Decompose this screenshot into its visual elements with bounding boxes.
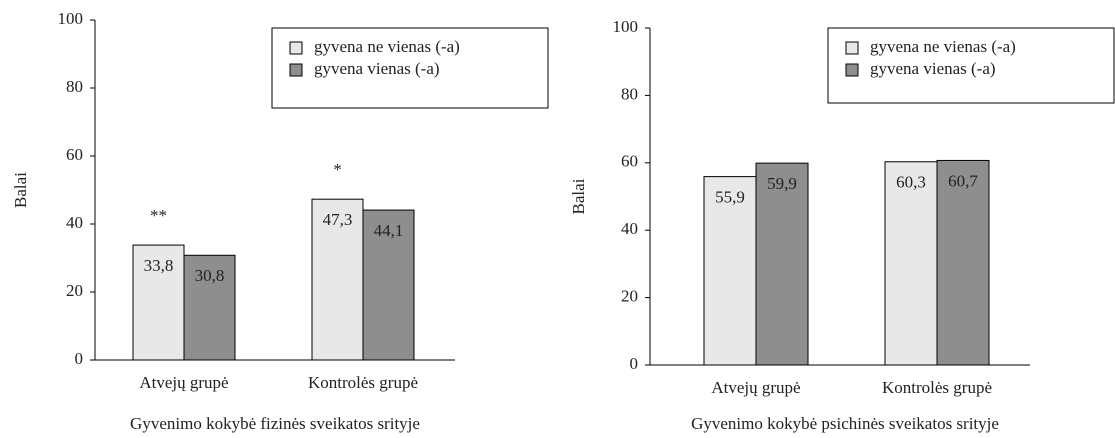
legend-label: gyvena ne vienas (-a)	[314, 37, 460, 56]
y-tick-label: 40	[66, 213, 83, 232]
y-tick-label: 100	[613, 17, 639, 36]
legend-label: gyvena vienas (-a)	[870, 59, 996, 78]
y-axis-label: Balai	[11, 172, 30, 208]
y-tick-label: 60	[66, 145, 83, 164]
bar	[703, 176, 757, 366]
legend-swatch	[845, 41, 859, 55]
x-tick-label: Atvejų grupė	[711, 378, 800, 397]
value-label: 33,8	[144, 256, 174, 275]
legend-box	[271, 27, 549, 109]
legend-swatch	[289, 63, 303, 77]
y-tick-label: 20	[66, 281, 83, 300]
x-tick-label: Kontrolės grupė	[308, 373, 418, 392]
bar	[884, 161, 938, 366]
value-label: 60,3	[896, 173, 926, 192]
y-tick-label: 40	[621, 219, 638, 238]
legend-swatch	[289, 41, 303, 55]
y-tick-label: 0	[75, 349, 84, 368]
legend-swatch	[845, 63, 859, 77]
x-axis-label: Gyvenimo kokybė psichinės sveikatos srit…	[691, 414, 999, 433]
legend-box	[827, 27, 1115, 104]
value-label: 60,7	[948, 171, 978, 190]
x-tick-label: Kontrolės grupė	[882, 378, 992, 397]
y-tick-label: 100	[58, 9, 84, 28]
value-label: 30,8	[195, 266, 225, 285]
bar	[362, 209, 415, 361]
x-axis-label: Gyvenimo kokybė fizinės sveikatos srityj…	[130, 414, 420, 433]
value-label: 59,9	[767, 174, 797, 193]
bar	[183, 254, 236, 361]
legend-label: gyvena vienas (-a)	[314, 59, 440, 78]
value-label: 55,9	[715, 188, 745, 207]
value-label: 47,3	[323, 210, 353, 229]
y-tick-label: 60	[621, 152, 638, 171]
y-tick-label: 80	[66, 77, 83, 96]
bar	[132, 244, 185, 361]
y-tick-label: 80	[621, 84, 638, 103]
y-tick-label: 0	[630, 354, 639, 373]
bar	[755, 162, 809, 366]
value-label: 44,1	[374, 221, 404, 240]
annotation: *	[333, 160, 342, 179]
bar	[936, 159, 990, 366]
y-axis-label: Balai	[569, 178, 588, 214]
x-tick-label: Atvejų grupė	[139, 373, 228, 392]
legend-label: gyvena ne vienas (-a)	[870, 37, 1016, 56]
y-tick-label: 20	[621, 287, 638, 306]
annotation: **	[150, 206, 167, 225]
